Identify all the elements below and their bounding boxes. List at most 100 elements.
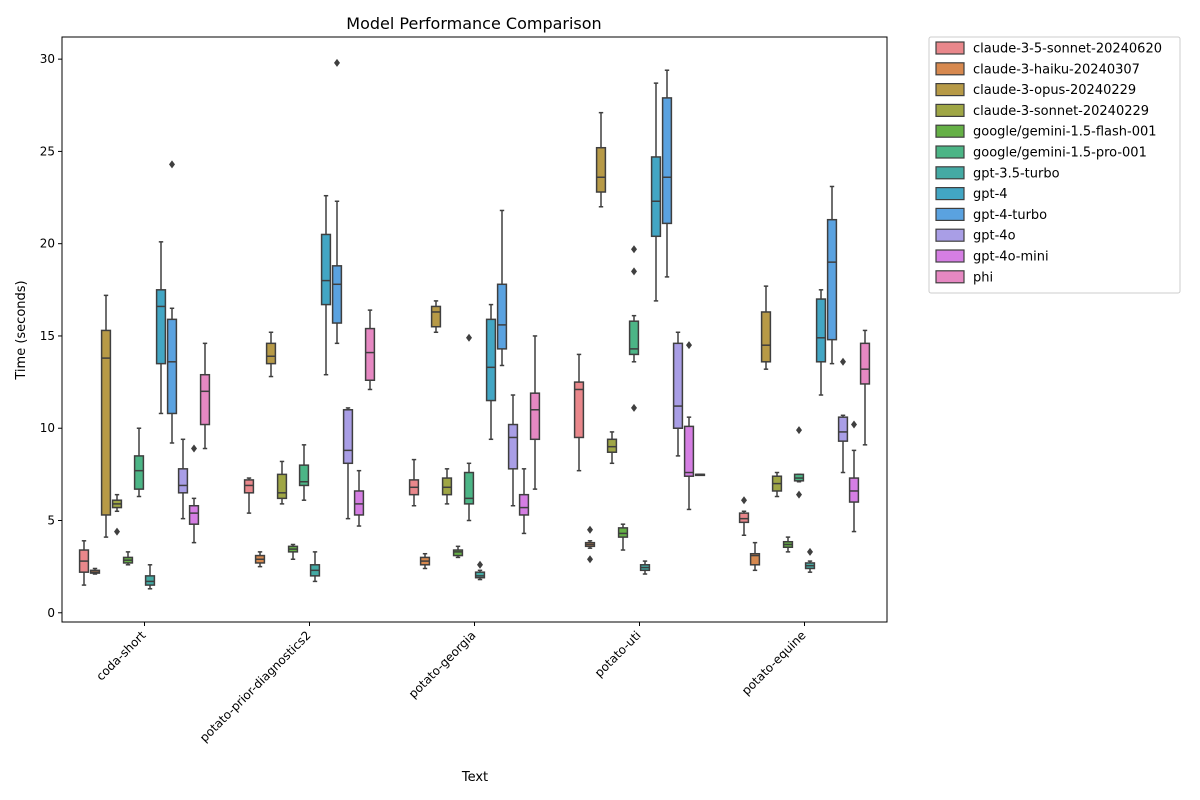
box-claude-3-sonnet-20240229 <box>771 471 783 498</box>
box-body <box>320 233 332 306</box>
box-claude-3-5-sonnet-20240620 <box>573 353 585 472</box>
box-body <box>683 425 695 477</box>
box-body <box>650 156 662 238</box>
box-body <box>353 490 365 516</box>
box-google-gemini-1-5-pro-001 <box>298 444 310 501</box>
box-body <box>474 571 486 579</box>
outlier-point <box>840 357 846 366</box>
box-gpt-4o <box>837 357 849 474</box>
box-body <box>760 311 772 363</box>
box-claude-3-5-sonnet-20240620 <box>738 496 750 537</box>
box-google-gemini-1-5-flash-001 <box>452 545 464 559</box>
box-body <box>848 477 860 503</box>
outlier-point <box>114 527 120 536</box>
legend-label: gpt-4 <box>973 187 1008 202</box>
legend-swatch <box>935 249 965 263</box>
outlier-point <box>334 58 340 67</box>
box-phi <box>199 342 211 450</box>
box-phi <box>694 473 706 477</box>
box-claude-3-sonnet-20240229 <box>111 493 123 536</box>
legend-label: google/gemini-1.5-flash-001 <box>973 125 1157 140</box>
box-body <box>507 423 519 470</box>
box-body <box>276 473 288 500</box>
outlier-point <box>466 333 472 342</box>
box-claude-3-haiku-20240307 <box>584 525 596 564</box>
legend-frame <box>928 36 1181 294</box>
y-tick-label: 5 <box>47 514 55 528</box>
box-gpt-4-turbo <box>661 69 673 278</box>
plot-area <box>78 58 871 590</box>
legend-label: gpt-4o <box>973 229 1016 244</box>
box-claude-3-opus-20240229 <box>595 111 607 208</box>
legend-label: claude-3-opus-20240229 <box>973 83 1136 98</box>
box-body <box>342 409 354 465</box>
box-body <box>364 327 376 381</box>
outlier-point <box>796 426 802 435</box>
box-body <box>199 373 211 426</box>
box-phi <box>859 329 871 446</box>
box-gpt-4o <box>177 438 189 520</box>
box-gpt-4o <box>507 394 519 507</box>
outlier-point <box>169 160 175 169</box>
box-gpt-3-5-turbo <box>639 560 651 575</box>
box-body <box>430 305 442 328</box>
legend-swatch <box>935 166 965 180</box>
y-tick-label: 20 <box>40 237 55 251</box>
box-gpt-4o-mini <box>353 469 365 527</box>
box-body <box>628 320 640 356</box>
legend-label: gpt-3.5-turbo <box>973 166 1060 181</box>
box-claude-3-opus-20240229 <box>100 294 112 538</box>
box-body <box>452 549 464 557</box>
box-google-gemini-1-5-flash-001 <box>617 523 629 551</box>
outlier-point <box>191 444 197 453</box>
y-tick-label: 25 <box>40 144 55 158</box>
y-tick-label: 10 <box>40 421 55 435</box>
box-claude-3-sonnet-20240229 <box>276 460 288 505</box>
box-body <box>826 218 838 341</box>
box-body <box>463 471 475 505</box>
legend-swatch <box>935 82 965 97</box>
box-claude-3-haiku-20240307 <box>89 567 101 575</box>
box-gpt-4-turbo <box>826 185 838 365</box>
legend-label: google/gemini-1.5-pro-001 <box>973 146 1147 161</box>
box-body <box>606 438 618 453</box>
y-tick-label: 30 <box>40 52 55 66</box>
box-body <box>661 97 673 225</box>
box-google-gemini-1-5-flash-001 <box>782 536 794 553</box>
box-body <box>859 342 871 385</box>
box-google-gemini-1-5-pro-001 <box>133 427 145 498</box>
box-claude-3-opus-20240229 <box>760 285 772 370</box>
outlier-point <box>851 420 857 429</box>
box-body <box>144 575 156 586</box>
box-body <box>441 477 453 496</box>
box-body <box>529 392 541 441</box>
box-body <box>265 342 277 365</box>
x-axis-label: Text <box>461 770 488 785</box>
outlier-point <box>741 496 747 505</box>
legend: claude-3-5-sonnet-20240620 claude-3-haiku… <box>928 36 1181 294</box>
legend-label: claude-3-sonnet-20240229 <box>973 104 1149 119</box>
box-body <box>815 298 827 363</box>
box-claude-3-haiku-20240307 <box>254 551 266 568</box>
outlier-point <box>807 547 813 556</box>
legend-label: gpt-4-turbo <box>973 208 1047 223</box>
box-gpt-4o <box>342 407 354 520</box>
chart-title: Model Performance Comparison <box>346 14 601 33</box>
legend-swatch <box>935 145 965 159</box>
outlier-point <box>587 555 593 564</box>
legend-swatch <box>935 187 965 201</box>
box-gpt-3-5-turbo <box>309 551 321 583</box>
box-body <box>518 493 530 516</box>
box-gpt-4-turbo <box>496 209 508 367</box>
box-gpt-4o <box>672 331 684 457</box>
legend-label: claude-3-5-sonnet-20240620 <box>973 42 1162 57</box>
box-gpt-4 <box>155 241 167 415</box>
box-claude-3-5-sonnet-20240620 <box>243 477 255 514</box>
box-body <box>188 504 200 525</box>
box-gpt-4o-mini <box>518 468 530 535</box>
box-body <box>133 455 145 490</box>
box-google-gemini-1-5-flash-001 <box>287 543 299 561</box>
legend-label: phi <box>973 270 993 285</box>
outlier-point <box>796 490 802 499</box>
